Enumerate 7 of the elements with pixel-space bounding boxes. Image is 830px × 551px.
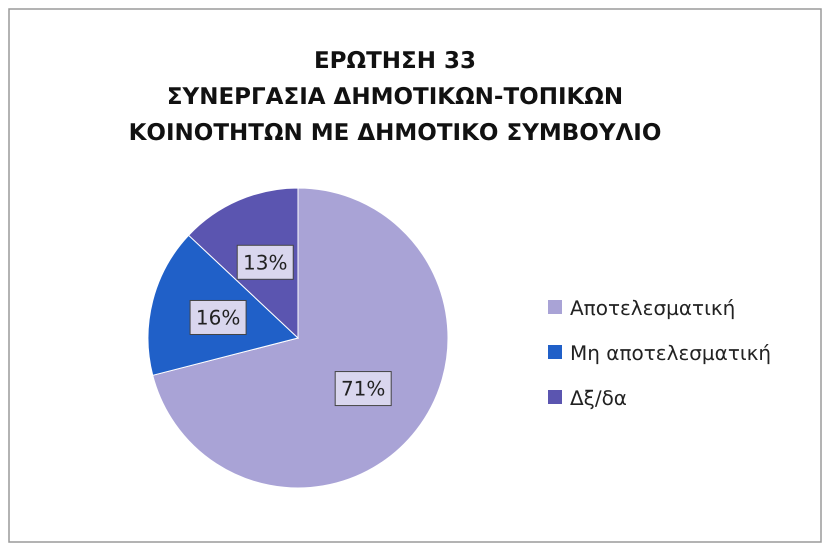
chart-title: ΕΡΩΤΗΣΗ 33 ΣΥΝΕΡΓΑΣΙΑ ΔΗΜΟΤΙΚΩΝ-ΤΟΠΙΚΩΝ ΚΟΙΝΟΤΗΤΩΝ ΜΕ ΔΗΜΟΤΙΚΟ ΣΥΜΒΟΥΛΙΟ bbox=[128, 48, 662, 146]
legend-label: Μη αποτελεσματική bbox=[570, 341, 772, 365]
data-label: 16% bbox=[196, 305, 240, 330]
data-label: 71% bbox=[340, 376, 386, 401]
data-label: 13% bbox=[243, 250, 288, 274]
legend-label: Αποτελεσματική bbox=[570, 296, 736, 320]
legend-label: Δξ/δα bbox=[570, 386, 627, 410]
